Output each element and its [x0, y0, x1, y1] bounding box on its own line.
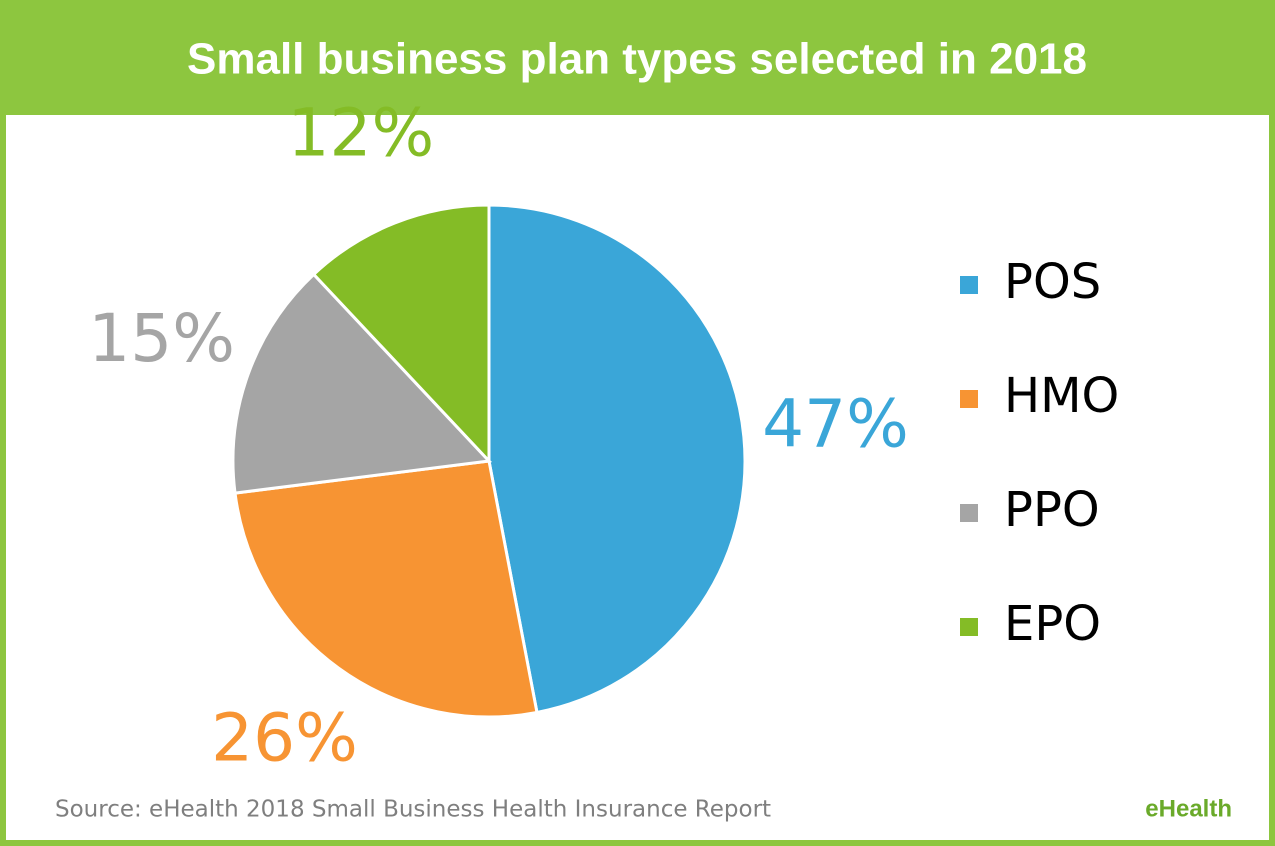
data-label: 12%	[288, 95, 435, 172]
legend-swatch	[960, 618, 978, 636]
chart-title: Small business plan types selected in 20…	[187, 35, 1087, 84]
legend-swatch	[960, 390, 978, 408]
header	[0, 0, 1275, 115]
legend-label: HMO	[1004, 368, 1119, 424]
legend-swatch	[960, 276, 978, 294]
legend-swatch	[960, 504, 978, 522]
slice	[233, 459, 539, 719]
data-label: 15%	[88, 300, 235, 377]
data-label: 26%	[211, 700, 358, 777]
slice	[231, 272, 493, 495]
legend-label: POS	[1004, 254, 1101, 310]
legend-label: EPO	[1004, 596, 1101, 652]
slice	[311, 203, 491, 465]
legend-label: PPO	[1004, 482, 1100, 538]
data-label: 47%	[762, 385, 909, 462]
logo: eHealth	[1145, 795, 1232, 822]
source: Source: eHealth 2018 Small Business Heal…	[55, 797, 771, 823]
slice	[487, 203, 747, 715]
